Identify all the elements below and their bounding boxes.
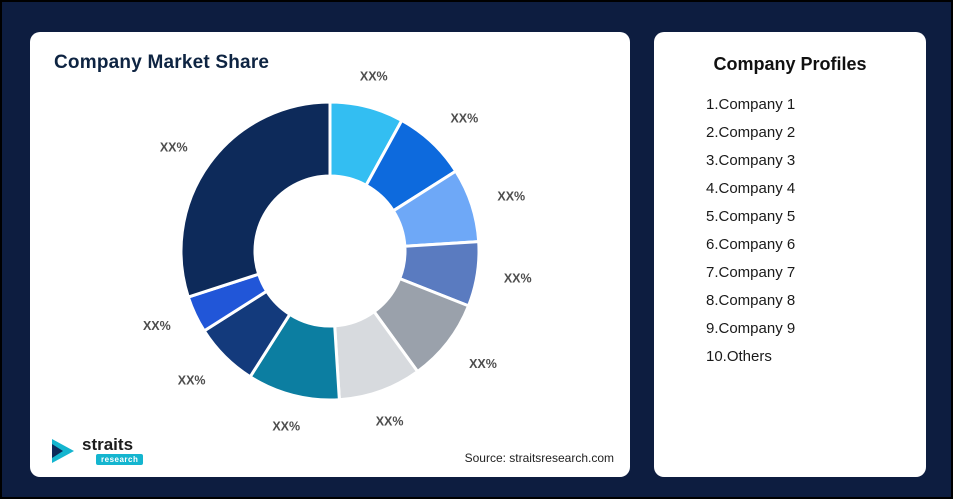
profiles-title: Company Profiles <box>713 54 867 74</box>
donut-segment-label: XX% <box>178 373 206 387</box>
logo-subtitle: research <box>96 454 144 465</box>
donut-segment-label: XX% <box>360 70 388 84</box>
donut-segment-10 <box>179 100 332 299</box>
list-item: 5.Company 5 <box>706 208 796 225</box>
donut-segment-label: XX% <box>143 319 171 333</box>
donut-segment-label: XX% <box>376 415 404 429</box>
list-item: 9.Company 9 <box>706 320 796 337</box>
donut-segment-label: XX% <box>497 190 525 204</box>
source-attribution: Source: straitsresearch.com <box>464 451 614 465</box>
donut-segment-label: XX% <box>504 272 532 286</box>
logo-arrow-icon <box>52 439 74 463</box>
donut-chart: XX% XX% XX% XX% XX% XX% XX% XX% XX% XX% <box>143 70 532 434</box>
list-item: 7.Company 7 <box>706 264 796 281</box>
market-share-card: Company Market Share XX% XX% XX% XX% XX% XX% X… <box>30 32 630 477</box>
list-item: 4.Company 4 <box>706 180 796 197</box>
list-item: 2.Company 2 <box>706 124 796 141</box>
list-item: 10.Others <box>706 348 772 365</box>
donut-segment-label: XX% <box>469 357 497 371</box>
donut-segment-label: XX% <box>160 141 188 155</box>
company-profiles-card: Company Profiles 1.Company 1 2.Company 2… <box>654 32 926 477</box>
logo-text: straits research <box>82 435 144 465</box>
donut-segment-label: XX% <box>272 419 300 433</box>
list-item: 6.Company 6 <box>706 236 796 253</box>
chart-title: Company Market Share <box>54 52 270 73</box>
list-item: 1.Company 1 <box>706 96 796 113</box>
profiles-list: 1.Company 1 2.Company 2 3.Company 3 4.Co… <box>654 91 926 371</box>
list-item: 3.Company 3 <box>706 152 796 169</box>
logo-name: straits <box>82 435 134 454</box>
straits-research-logo: straits research <box>50 435 144 465</box>
list-item: 8.Company 8 <box>706 292 796 309</box>
donut-segment-label: XX% <box>450 112 478 126</box>
